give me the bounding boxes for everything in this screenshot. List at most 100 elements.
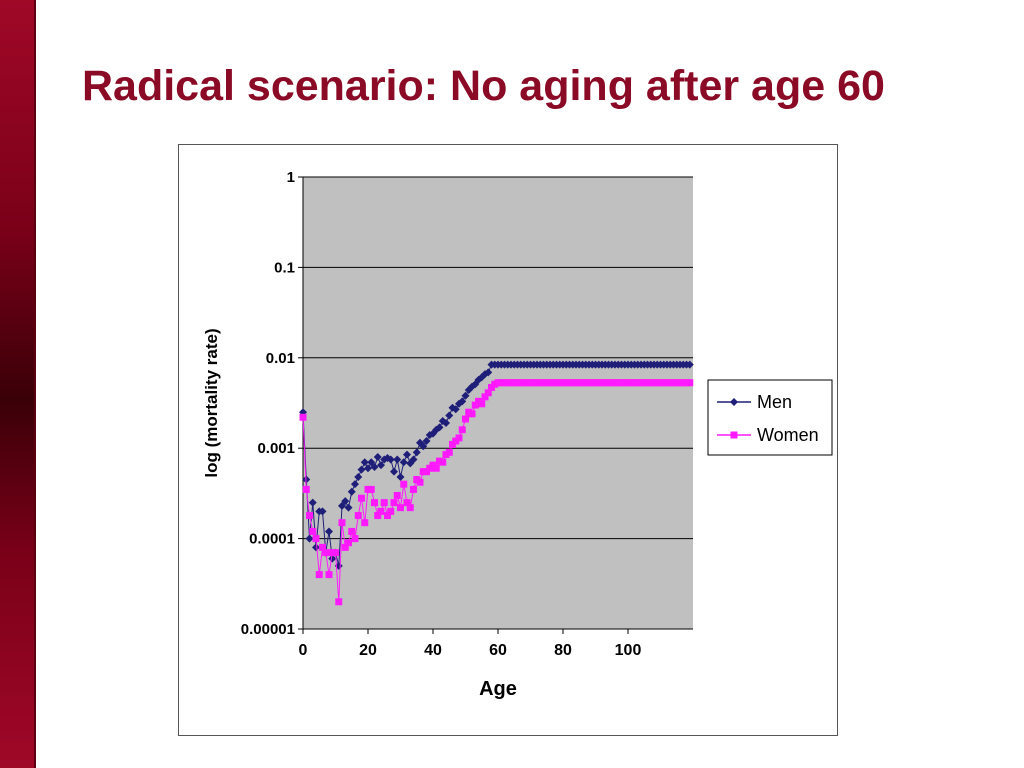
data-point [439, 458, 447, 466]
x-tick-label: 40 [424, 642, 442, 659]
data-point [412, 448, 421, 457]
data-point [380, 499, 388, 507]
data-point [344, 503, 353, 512]
data-point [432, 464, 440, 472]
data-point [373, 452, 382, 461]
y-axis-label: log (mortality rate) [202, 328, 221, 477]
data-point [335, 598, 343, 606]
data-point [325, 571, 333, 579]
data-point [306, 512, 313, 520]
data-point [348, 527, 356, 535]
data-point [367, 485, 375, 493]
legend-label: Men [757, 392, 792, 412]
data-point [451, 405, 460, 414]
legend-box [707, 379, 833, 456]
data-point [393, 455, 402, 464]
y-tick-label: 0.0001 [249, 531, 295, 548]
y-tick-label: 1 [287, 169, 295, 186]
data-point [484, 368, 493, 377]
slide-side-bar-edge [34, 0, 36, 768]
legend-label: Women [757, 425, 819, 445]
y-tick-label: 0.00001 [241, 621, 295, 638]
data-point [409, 455, 418, 464]
legend: Men Women [707, 379, 833, 456]
data-point [484, 389, 492, 397]
data-point [481, 370, 489, 379]
chart-frame: 1 0.1 0.01 0.001 0.0001 0.00001 0 20 40 60 80 100 … [178, 144, 838, 736]
data-point [338, 519, 346, 527]
x-tick-label: 100 [615, 642, 642, 659]
data-point [367, 458, 376, 467]
data-point [387, 507, 395, 515]
x-axis-ticks: 0 20 40 60 80 100 [299, 629, 642, 659]
slide-side-bar [0, 0, 34, 768]
y-tick-label: 0.001 [257, 440, 295, 457]
data-point [345, 539, 352, 547]
data-point [390, 499, 398, 507]
data-point [406, 504, 414, 512]
data-point [332, 549, 339, 557]
data-point [341, 543, 349, 551]
series-women [299, 379, 694, 606]
data-point [403, 499, 411, 507]
data-point [455, 434, 463, 442]
data-point [399, 458, 408, 467]
series-layer [299, 360, 694, 606]
data-point [435, 423, 444, 432]
data-point [351, 535, 359, 543]
slide-title: Radical scenario: No aging after age 60 [82, 62, 885, 110]
data-point [419, 442, 428, 451]
data-point [442, 419, 450, 428]
data-point [302, 485, 310, 493]
data-point [351, 480, 359, 489]
data-point [341, 497, 350, 506]
data-point [354, 512, 362, 520]
data-point [422, 437, 431, 446]
data-point [358, 494, 365, 502]
x-axis-label: Age [479, 678, 517, 700]
data-point [338, 501, 346, 510]
data-point [308, 498, 317, 507]
data-point [458, 426, 466, 434]
data-point [325, 527, 333, 536]
data-point [390, 467, 398, 476]
data-point [445, 448, 453, 456]
data-point [384, 512, 391, 520]
data-point [481, 393, 489, 401]
data-point [478, 400, 486, 408]
data-point [464, 386, 473, 395]
legend-item: Men [717, 392, 792, 412]
data-point [386, 455, 395, 464]
data-point [374, 512, 382, 520]
data-point [474, 375, 483, 384]
data-point [377, 507, 385, 515]
data-point [364, 464, 372, 473]
data-point [328, 554, 337, 563]
legend-marker [730, 431, 738, 439]
data-point [309, 527, 317, 535]
data-point [360, 458, 369, 467]
data-point [354, 473, 363, 482]
legend-item: Women [717, 425, 819, 445]
data-point [305, 534, 314, 543]
data-point [471, 401, 479, 409]
data-point [319, 543, 326, 551]
data-point [322, 549, 330, 557]
data-point [397, 504, 404, 512]
data-point [347, 487, 356, 496]
data-point [685, 360, 694, 369]
y-tick-label: 0.1 [274, 259, 295, 276]
data-point [403, 450, 411, 459]
data-point [357, 465, 366, 474]
data-point [393, 491, 401, 499]
data-point [361, 519, 369, 527]
data-point [315, 571, 323, 579]
data-point [312, 543, 320, 552]
data-point [468, 382, 476, 391]
plot-area [303, 177, 693, 629]
data-point [686, 379, 694, 387]
data-point [312, 535, 320, 543]
data-point [371, 499, 378, 507]
legend-marker [730, 398, 738, 406]
